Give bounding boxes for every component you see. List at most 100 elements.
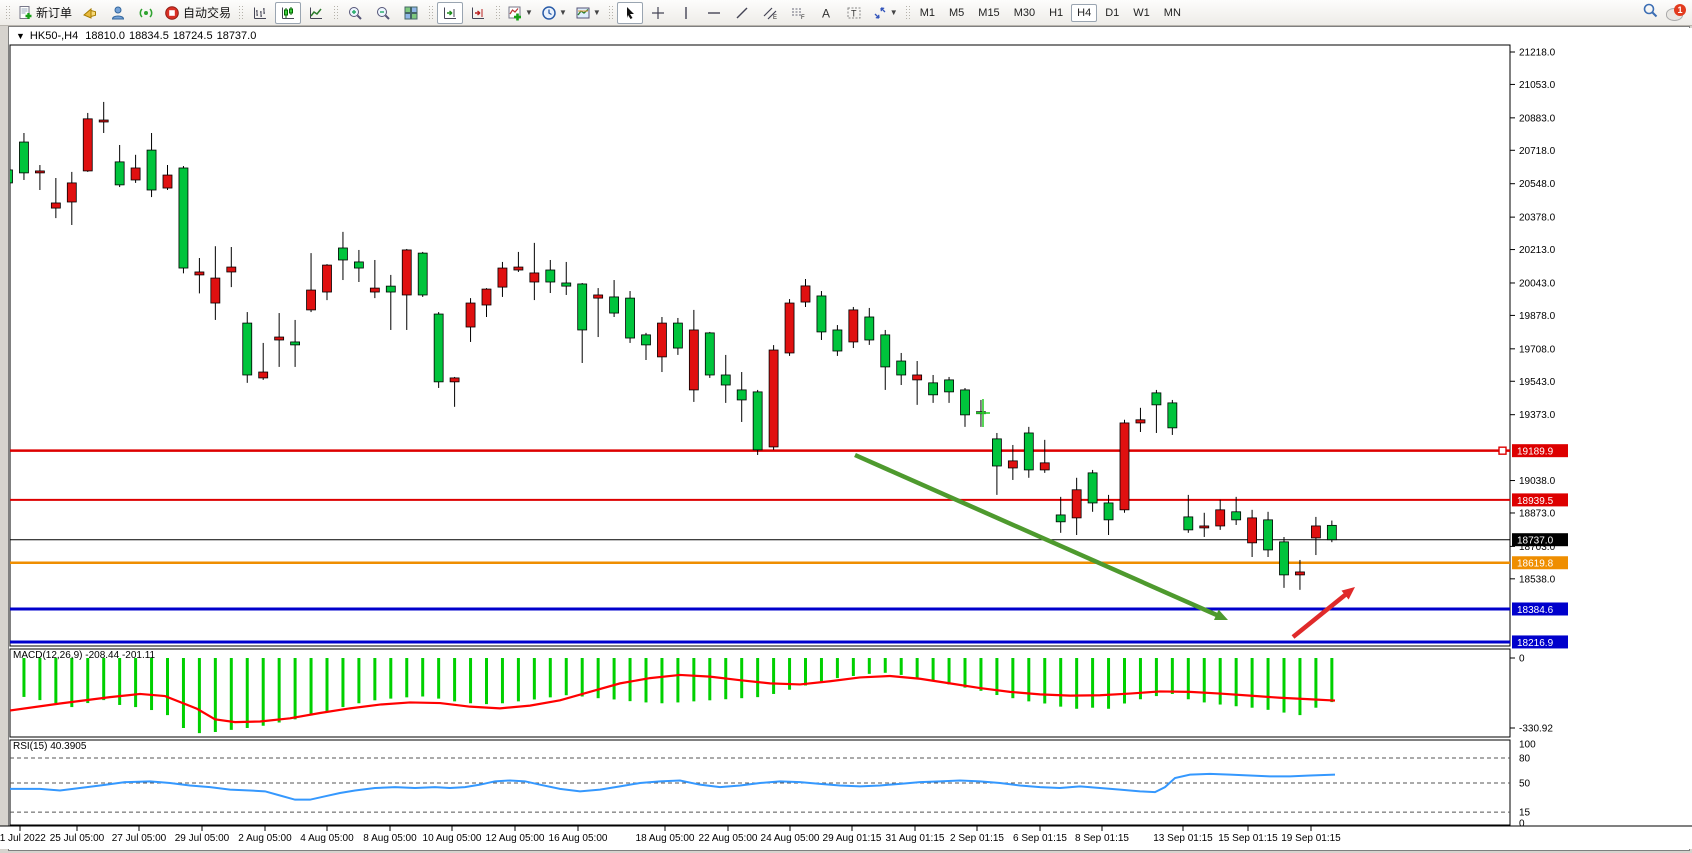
candle-body <box>66 182 77 203</box>
candle-body <box>577 283 588 331</box>
timeframe-button-mn[interactable]: MN <box>1163 6 1181 19</box>
channel-icon: E <box>762 5 778 21</box>
zoom-in-button[interactable] <box>342 2 368 24</box>
svg-text:18216.9: 18216.9 <box>1517 638 1554 649</box>
time-axis-label: 22 Aug 05:00 <box>699 833 758 844</box>
horizontal-line-button[interactable] <box>701 2 727 24</box>
auto-scroll-button[interactable] <box>437 1 464 24</box>
svg-text:20043.0: 20043.0 <box>1519 278 1556 289</box>
svg-text:19543.0: 19543.0 <box>1519 377 1556 388</box>
candle-body <box>1295 571 1305 576</box>
candle-body <box>800 285 811 303</box>
candle-body <box>10 169 13 184</box>
red-trend-arrow[interactable] <box>1291 587 1355 639</box>
candle-body <box>385 285 396 293</box>
bar-chart-button[interactable] <box>247 2 273 24</box>
timeframe-button-d1[interactable]: D1 <box>1105 6 1120 19</box>
svg-text:19373.0: 19373.0 <box>1519 410 1556 421</box>
indicators-button[interactable]: ▼ <box>504 2 536 24</box>
zoom-out-button[interactable] <box>370 2 396 24</box>
timeframe-button-m15[interactable]: M15 <box>978 6 1000 19</box>
candle-body <box>816 295 827 333</box>
timeframe-button-h1[interactable]: H1 <box>1049 6 1064 19</box>
time-axis-label: 10 Aug 05:00 <box>423 833 482 844</box>
line-chart-button[interactable] <box>303 2 329 24</box>
rsi-axis-label: 80 <box>1519 754 1531 765</box>
symbol-dropdown-arrow[interactable]: ▼ <box>16 31 25 41</box>
price-tag-19189.9: 19189.9 <box>1512 444 1568 458</box>
time-axis-label: 8 Aug 05:00 <box>363 833 417 844</box>
svg-text:E: E <box>773 15 777 21</box>
timeframe-button-m30[interactable]: M30 <box>1013 6 1036 19</box>
vertical-line-button[interactable] <box>673 2 699 24</box>
crosshair-icon <box>650 5 666 21</box>
candle-body <box>1167 402 1178 429</box>
arrows-button[interactable]: ▼ <box>869 2 901 24</box>
megaphone-icon <box>82 5 98 21</box>
candle-body <box>688 329 699 391</box>
channel-button[interactable]: E <box>757 2 783 24</box>
candle-body <box>82 118 93 172</box>
new-order-icon <box>17 5 33 21</box>
search-icon[interactable] <box>1642 2 1658 23</box>
crosshair-button[interactable] <box>645 2 671 24</box>
text-label-button[interactable]: T <box>841 2 867 24</box>
fibonacci-button[interactable]: F <box>785 2 811 24</box>
candle-body <box>657 322 667 358</box>
candle-body <box>114 161 125 186</box>
templates-button[interactable]: ▼ <box>572 2 604 24</box>
candle-body <box>481 288 492 306</box>
toolbar: 新订单 自动交易 ▼ ▼ ▼ E F A T ▼ M1 M5 M15 M30 H1 H4 D1 W1 MN <box>0 0 1692 26</box>
timeframe-button-w1[interactable]: W1 <box>1133 6 1150 19</box>
toolbar-group-trade: 新订单 自动交易 <box>13 1 235 25</box>
ohlc-high: 18834.5 <box>129 30 169 42</box>
chevron-down-icon[interactable]: ▼ <box>525 8 533 17</box>
cursor-button[interactable] <box>616 1 643 24</box>
candle-body <box>1326 524 1337 541</box>
indicators-icon <box>507 5 523 21</box>
svg-text:21053.0: 21053.0 <box>1519 80 1556 91</box>
toolbar-group-handle <box>5 4 10 21</box>
tile-windows-button[interactable] <box>398 2 424 24</box>
lime-cross-marker[interactable] <box>976 399 990 427</box>
candle-body <box>784 302 795 354</box>
svg-text:0: 0 <box>1519 654 1525 665</box>
svg-text:18737.0: 18737.0 <box>1517 536 1554 547</box>
line-selection-marker[interactable] <box>1498 446 1507 455</box>
periods-button[interactable]: ▼ <box>538 2 570 24</box>
svg-text:20213.0: 20213.0 <box>1519 245 1556 256</box>
candle-body <box>1135 419 1146 424</box>
candle-body <box>752 391 763 451</box>
candle-body <box>832 329 843 352</box>
svg-text:18538.0: 18538.0 <box>1519 574 1556 585</box>
macd-signal-line <box>10 673 1336 724</box>
quotes-button[interactable] <box>77 2 103 24</box>
candle-body <box>433 313 444 383</box>
candle-body <box>1007 460 1018 469</box>
chat-icon[interactable]: 1 <box>1666 3 1686 22</box>
timeframe-button-h4[interactable]: H4 <box>1071 3 1098 22</box>
toolbar-group-handle <box>428 4 434 21</box>
chart-shift-button[interactable] <box>465 2 491 24</box>
autotrade-button[interactable]: 自动交易 <box>161 2 234 24</box>
horizontal-price-lines[interactable] <box>10 446 1510 644</box>
market-watch-button[interactable] <box>105 2 131 24</box>
signals-button[interactable] <box>133 2 159 24</box>
candle-chart-button[interactable] <box>275 1 302 24</box>
chevron-down-icon[interactable]: ▼ <box>592 8 601 17</box>
timeframe-button-m5[interactable]: M5 <box>949 6 965 19</box>
text-button[interactable]: A <box>813 2 839 24</box>
candle-body <box>641 334 651 346</box>
clock-icon <box>541 5 557 21</box>
chevron-down-icon[interactable]: ▼ <box>889 8 898 17</box>
green-trend-arrow[interactable] <box>854 452 1228 621</box>
timeframe-button-m1[interactable]: M1 <box>919 6 935 19</box>
chart-shift-icon <box>470 5 486 21</box>
trendline-button[interactable] <box>729 2 755 24</box>
toolbar-group-insert: ▼ ▼ ▼ <box>503 1 605 25</box>
candle-body <box>1231 511 1242 521</box>
chevron-down-icon[interactable]: ▼ <box>558 8 567 17</box>
new-order-button[interactable]: 新订单 <box>14 2 75 24</box>
candle-body <box>497 267 508 288</box>
